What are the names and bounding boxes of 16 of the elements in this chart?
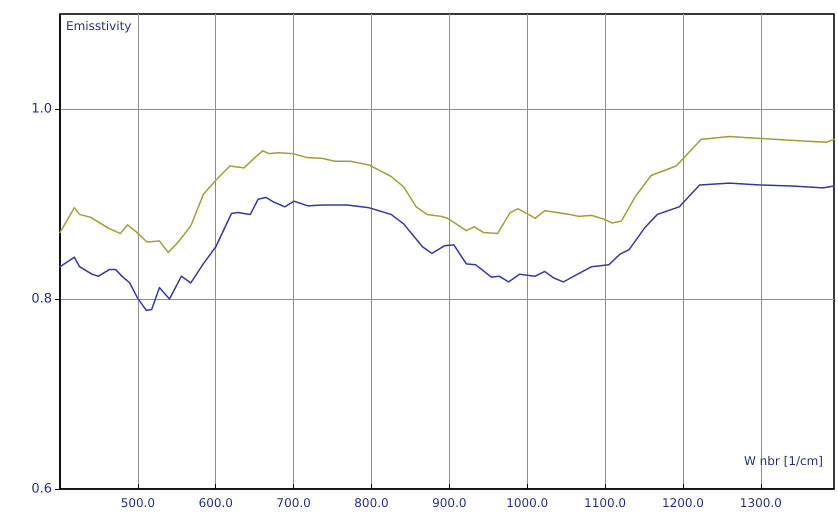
y-tick-label: 0.8 [31, 292, 52, 306]
line-series [59, 182, 835, 312]
y-tick-label: 1.0 [31, 102, 52, 116]
y-tick-label: 0.6 [31, 482, 52, 496]
y-axis-title: Emisstivity [66, 19, 132, 33]
x-tick-label: 500.0 [120, 496, 156, 510]
x-tick-label: 700.0 [276, 496, 311, 510]
x-tick-label: 900.0 [432, 496, 467, 510]
x-tick-label: 1200.0 [662, 496, 704, 510]
x-axis-title: W nbr [1/cm] [744, 454, 823, 468]
x-tick-label: 1000.0 [506, 496, 548, 510]
x-tick-label: 1300.0 [740, 496, 782, 510]
x-tick-label: 600.0 [198, 496, 233, 510]
x-tick-label: 1100.0 [584, 496, 626, 510]
line-series [59, 136, 835, 254]
x-tick-label: 800.0 [354, 496, 389, 510]
